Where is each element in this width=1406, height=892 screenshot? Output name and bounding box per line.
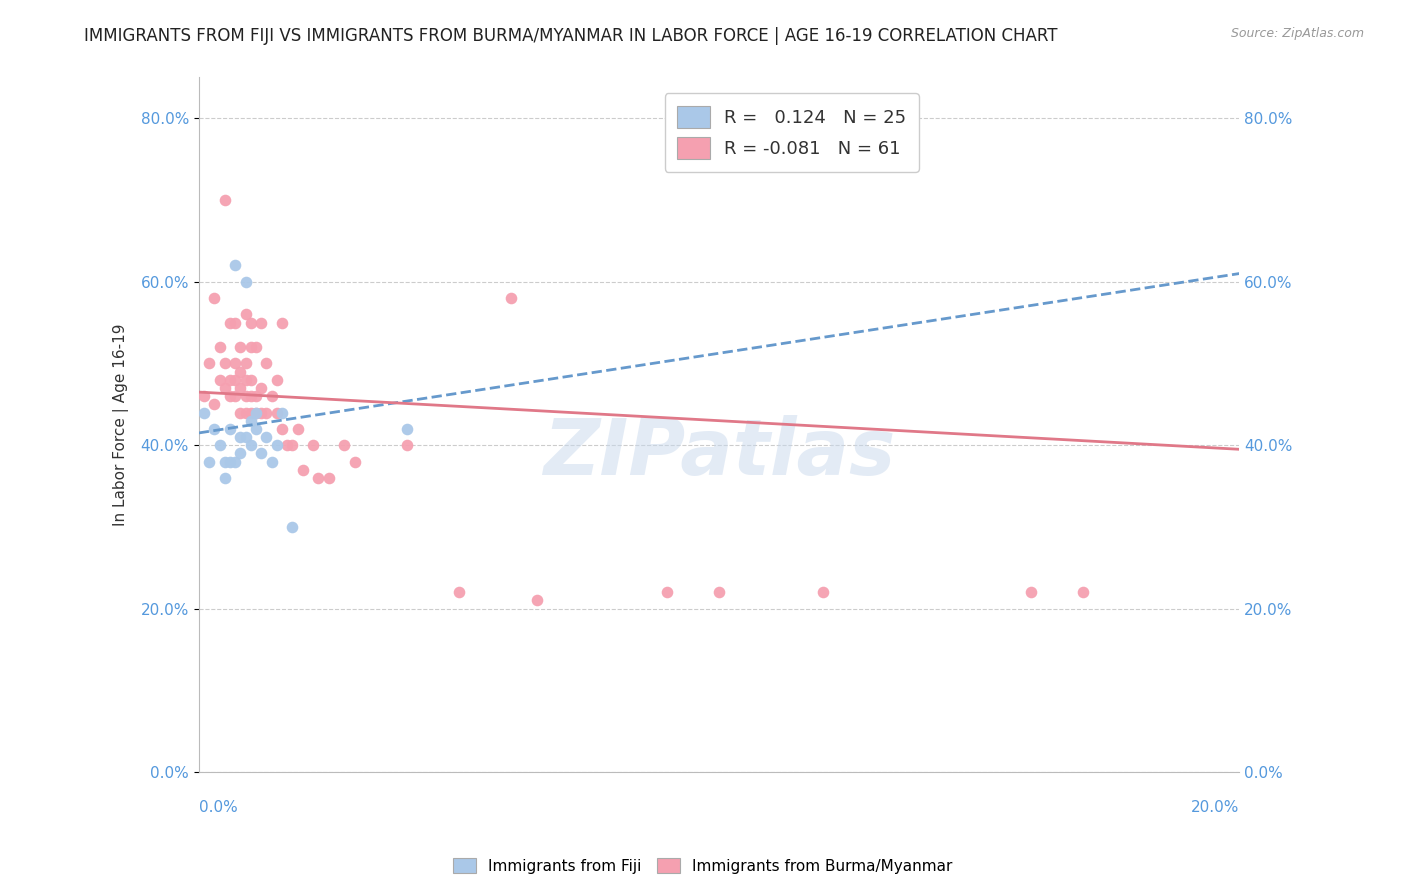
Legend: Immigrants from Fiji, Immigrants from Burma/Myanmar: Immigrants from Fiji, Immigrants from Bu…: [447, 852, 959, 880]
Point: [526, 593, 548, 607]
Text: ZIPatlas: ZIPatlas: [543, 415, 896, 491]
Point: [239, 373, 262, 387]
Point: [281, 438, 304, 452]
Point: [260, 389, 283, 403]
Point: [499, 291, 522, 305]
Point: [447, 585, 470, 599]
Point: [266, 373, 288, 387]
Text: 20.0%: 20.0%: [1191, 800, 1239, 815]
Point: [214, 356, 236, 370]
Point: [235, 389, 257, 403]
Point: [224, 389, 246, 403]
Point: [239, 389, 262, 403]
Point: [224, 373, 246, 387]
Point: [198, 454, 221, 468]
Point: [239, 405, 262, 419]
Point: [224, 454, 246, 468]
Point: [214, 454, 236, 468]
Text: Source: ZipAtlas.com: Source: ZipAtlas.com: [1230, 27, 1364, 40]
Point: [219, 373, 242, 387]
Point: [208, 438, 231, 452]
Point: [287, 422, 309, 436]
Point: [208, 340, 231, 354]
Point: [219, 316, 242, 330]
Point: [250, 316, 273, 330]
Point: [707, 585, 730, 599]
Point: [302, 438, 325, 452]
Point: [291, 463, 314, 477]
Point: [224, 356, 246, 370]
Point: [1071, 585, 1094, 599]
Text: 0.0%: 0.0%: [198, 800, 238, 815]
Point: [395, 422, 418, 436]
Legend: R =   0.124   N = 25, R = -0.081   N = 61: R = 0.124 N = 25, R = -0.081 N = 61: [665, 94, 920, 172]
Text: IMMIGRANTS FROM FIJI VS IMMIGRANTS FROM BURMA/MYANMAR IN LABOR FORCE | AGE 16-19: IMMIGRANTS FROM FIJI VS IMMIGRANTS FROM …: [84, 27, 1057, 45]
Point: [235, 405, 257, 419]
Point: [235, 275, 257, 289]
Point: [219, 422, 242, 436]
Point: [254, 356, 277, 370]
Point: [260, 454, 283, 468]
Point: [214, 381, 236, 395]
Point: [343, 454, 366, 468]
Point: [266, 438, 288, 452]
Point: [395, 438, 418, 452]
Point: [229, 430, 252, 444]
Point: [229, 381, 252, 395]
Point: [224, 316, 246, 330]
Point: [254, 430, 277, 444]
Point: [281, 520, 304, 534]
Point: [250, 446, 273, 460]
Point: [198, 356, 221, 370]
Point: [271, 405, 294, 419]
Point: [245, 405, 267, 419]
Point: [333, 438, 356, 452]
Point: [202, 397, 225, 411]
Point: [1019, 585, 1042, 599]
Point: [235, 308, 257, 322]
Point: [271, 422, 294, 436]
Point: [239, 414, 262, 428]
Point: [250, 381, 273, 395]
Point: [307, 471, 329, 485]
Point: [245, 422, 267, 436]
Point: [245, 405, 267, 419]
Point: [214, 471, 236, 485]
Point: [235, 430, 257, 444]
Point: [193, 389, 215, 403]
Point: [229, 405, 252, 419]
Point: [245, 340, 267, 354]
Point: [811, 585, 834, 599]
Point: [224, 259, 246, 273]
Point: [219, 454, 242, 468]
Point: [193, 405, 215, 419]
Point: [235, 356, 257, 370]
Point: [239, 438, 262, 452]
Point: [266, 405, 288, 419]
Point: [208, 373, 231, 387]
Point: [239, 340, 262, 354]
Point: [245, 389, 267, 403]
Point: [318, 471, 340, 485]
Point: [276, 438, 298, 452]
Point: [250, 405, 273, 419]
Point: [235, 373, 257, 387]
Point: [271, 316, 294, 330]
Point: [254, 405, 277, 419]
Point: [202, 422, 225, 436]
Point: [202, 291, 225, 305]
Point: [655, 585, 678, 599]
Point: [214, 193, 236, 207]
Point: [229, 340, 252, 354]
Point: [229, 365, 252, 379]
Y-axis label: In Labor Force | Age 16-19: In Labor Force | Age 16-19: [114, 324, 129, 526]
Point: [229, 446, 252, 460]
Point: [219, 389, 242, 403]
Point: [239, 316, 262, 330]
